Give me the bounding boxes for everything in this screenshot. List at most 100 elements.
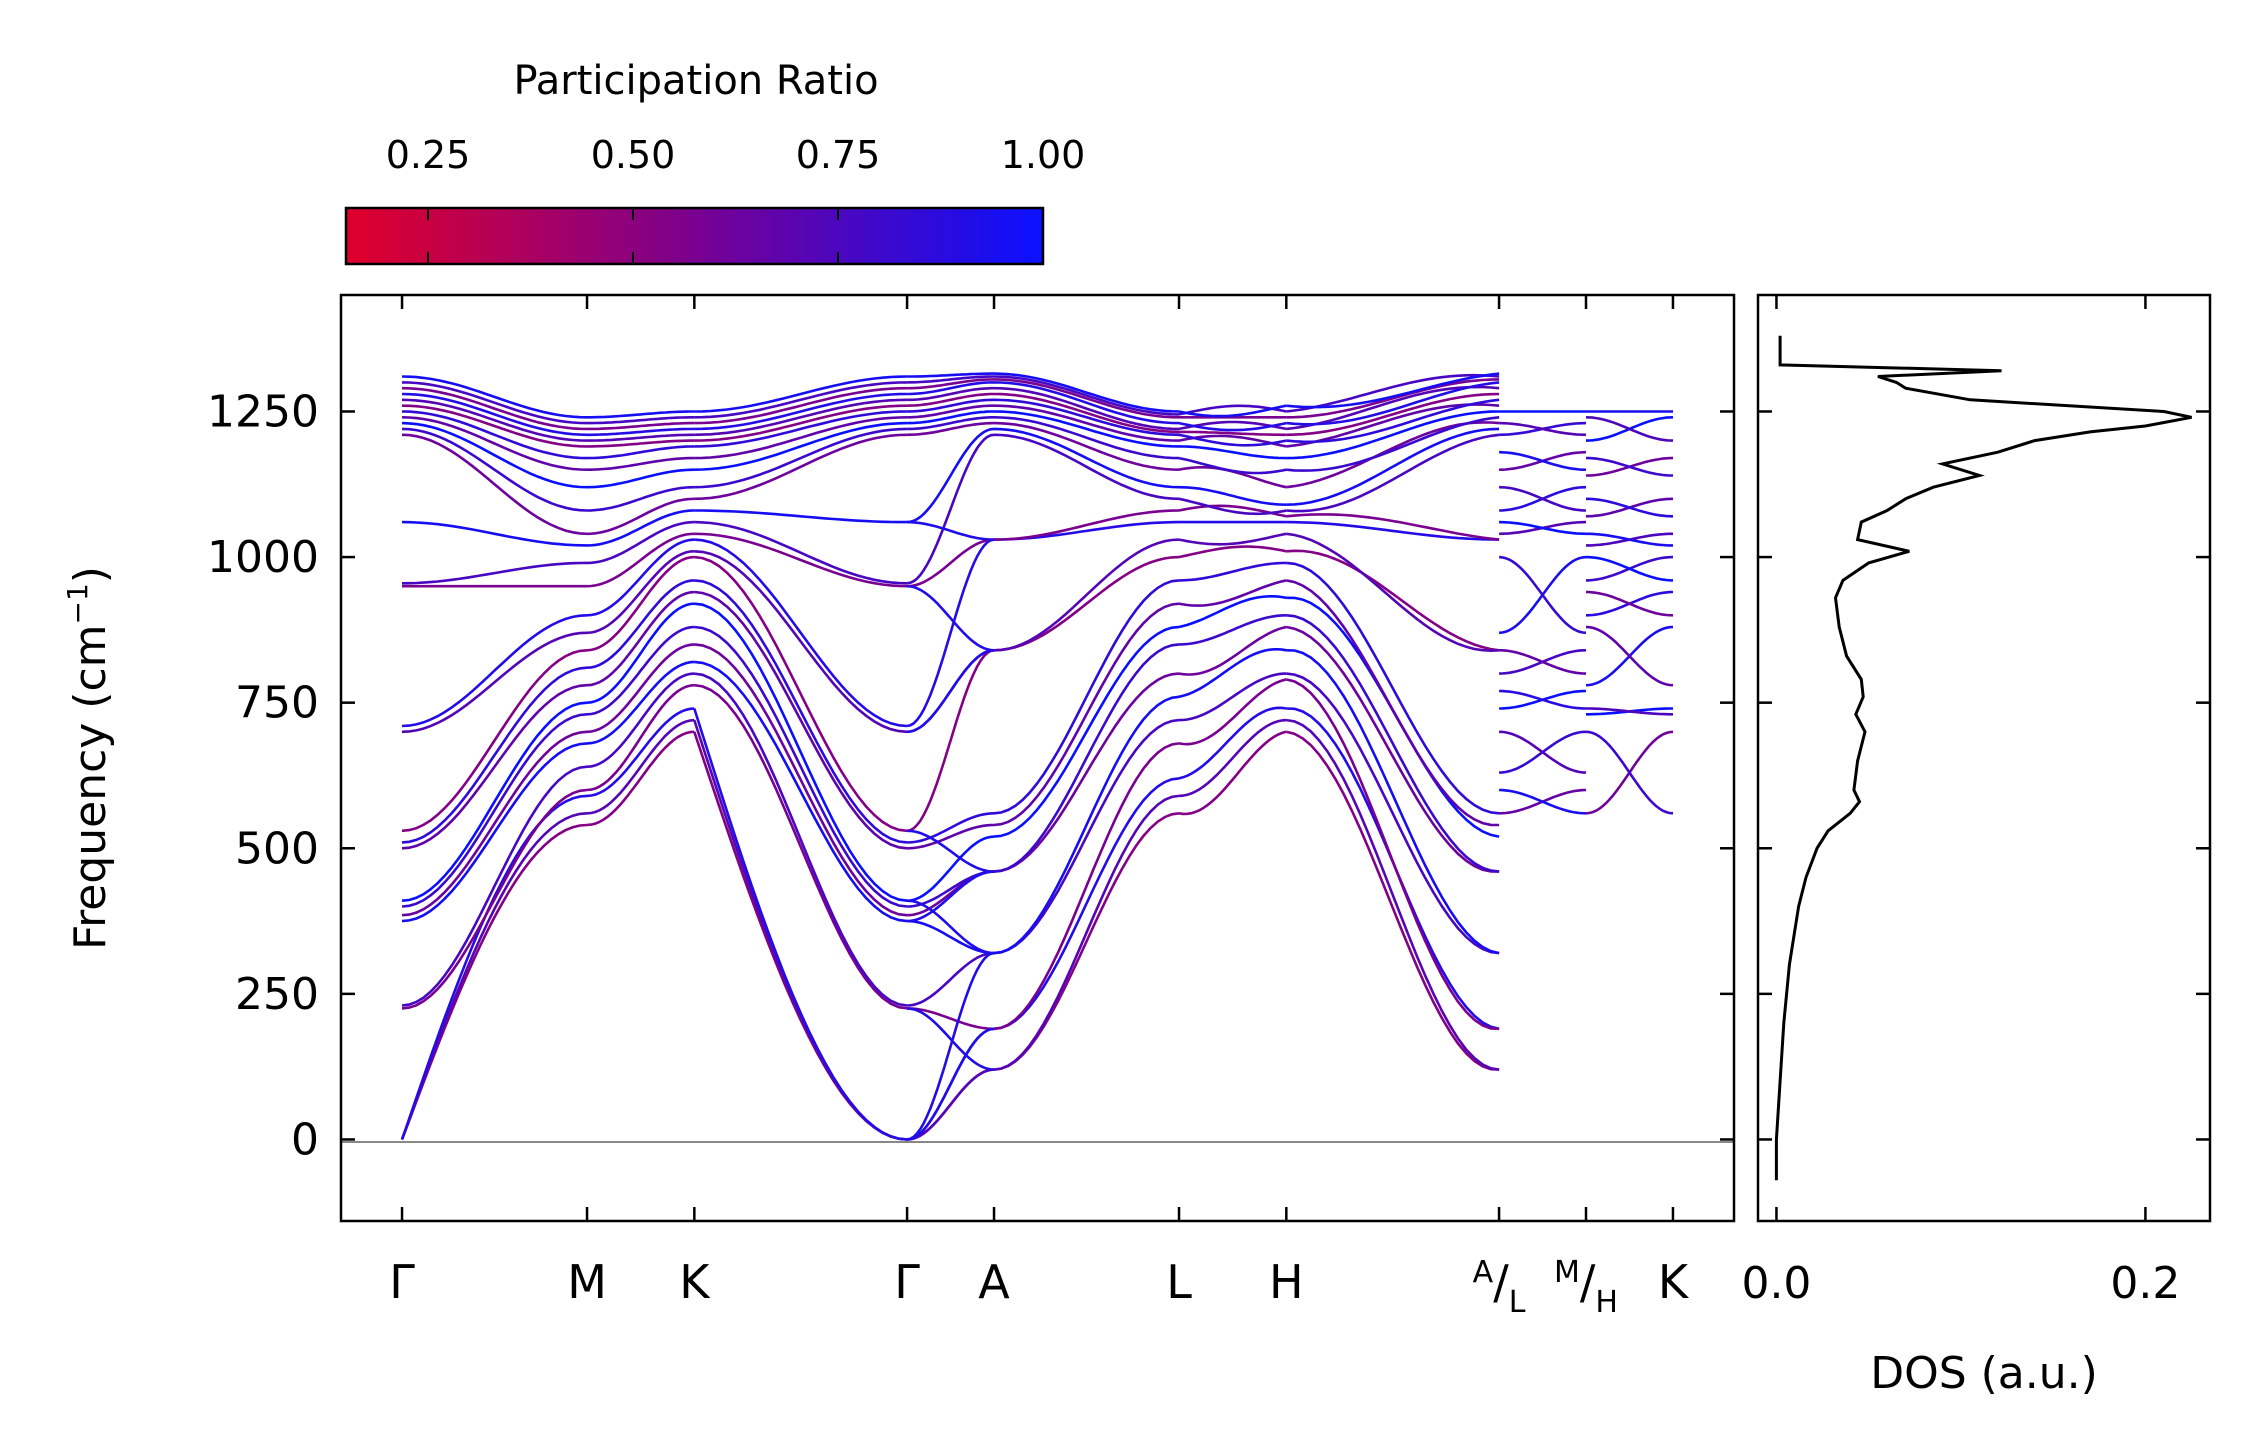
band-segment — [1499, 730, 1587, 774]
band-segment — [1178, 485, 1287, 506]
band-segment — [694, 392, 908, 431]
band-segment — [906, 433, 995, 585]
band-segment — [1178, 706, 1287, 780]
band-segment — [1286, 398, 1500, 444]
band-segment — [906, 649, 995, 734]
band-segment — [993, 433, 1180, 501]
band-segment — [1178, 678, 1287, 746]
band-segment — [401, 561, 588, 585]
band-segment — [694, 602, 908, 902]
band-segment — [1286, 410, 1500, 460]
band-segment — [907, 835, 995, 902]
band-segment — [1586, 456, 1673, 477]
band-axis-ticks — [341, 295, 1734, 1221]
band-segment — [993, 404, 1180, 442]
band-segment — [1179, 430, 1287, 437]
band-segment — [401, 416, 588, 471]
band-segment — [694, 672, 908, 1007]
band-segment — [1178, 625, 1287, 676]
band-segment — [1586, 707, 1673, 716]
y-tick-label: 750 — [235, 678, 319, 729]
band-segment — [694, 660, 908, 923]
x-tick-label: H — [1269, 1255, 1304, 1309]
band-segment — [1498, 555, 1587, 635]
band-segment — [586, 555, 695, 652]
band-segment — [586, 683, 695, 792]
band-segment — [1286, 372, 1500, 409]
x-tick-label-composite: A/L — [1473, 1255, 1526, 1320]
band-segment — [401, 631, 588, 734]
band-segment — [906, 951, 995, 1141]
band-segment — [694, 433, 908, 501]
band-segment — [1499, 520, 1587, 536]
band-segment — [587, 410, 695, 419]
colorbar-gradient — [344, 206, 1045, 266]
band-segment — [907, 829, 995, 873]
band-segment — [993, 509, 1180, 541]
band-segment — [993, 742, 1180, 1031]
band-segment — [906, 1007, 995, 1071]
band-segment — [1178, 456, 1287, 475]
band-segment — [587, 416, 695, 425]
band-segment — [1286, 614, 1500, 873]
band-segment — [694, 416, 908, 460]
band-segment — [993, 643, 1180, 873]
band-segment — [907, 538, 995, 588]
band-segment — [1286, 718, 1500, 1071]
band-segment — [586, 643, 695, 734]
colorbar: Participation Ratio 0.25 0.50 0.75 1.00 — [344, 58, 1085, 266]
dos-axis-ticks — [1758, 295, 2210, 1221]
band-segment — [1286, 513, 1500, 541]
band-segment — [586, 660, 695, 745]
band-segment — [401, 433, 588, 536]
band-plot-frame — [339, 293, 1736, 1223]
band-segment — [694, 410, 908, 448]
band-segment — [586, 625, 695, 716]
band-segment — [1286, 561, 1500, 815]
band-segment — [907, 381, 994, 396]
band-segment — [906, 1027, 995, 1141]
x-tick-label: Γ — [894, 1255, 920, 1309]
band-segment — [1286, 672, 1500, 955]
band-segment — [401, 788, 588, 1010]
band-segment — [993, 398, 1180, 437]
band-segment — [587, 456, 695, 471]
band-segment — [1499, 450, 1586, 471]
band-segment — [400, 823, 588, 1140]
band-segment — [401, 666, 588, 844]
band-segment — [907, 375, 995, 384]
band-segment — [906, 538, 995, 728]
band-segment — [907, 398, 995, 413]
band-segment — [694, 625, 908, 908]
band-segment — [694, 579, 908, 844]
band-segment — [694, 532, 908, 588]
band-segment — [1178, 579, 1287, 607]
band-segment — [1178, 445, 1287, 460]
y-axis-label-sup: −1 — [61, 583, 94, 624]
band-segment — [993, 555, 1180, 652]
band-segment — [401, 421, 588, 489]
band-segment — [1586, 532, 1673, 547]
band-x-tick-labels: Γ M K Γ A L H K A/L M/H — [389, 1255, 1690, 1320]
band-segment — [400, 794, 588, 1140]
band-structure-panel: 0 250 500 750 1000 1250 Γ M K Γ A L H K A/L M/H Freque… — [61, 293, 1736, 1320]
band-segment — [586, 718, 695, 815]
band-segment — [907, 870, 995, 923]
band-segment — [1178, 421, 1287, 432]
band-segment — [1178, 561, 1287, 582]
band-segment — [1286, 532, 1500, 653]
band-segment — [401, 683, 588, 850]
band-y-tick-labels: 0 250 500 750 1000 1250 — [207, 386, 319, 1165]
band-segment — [993, 386, 1180, 431]
colorbar-ticks: 0.25 0.50 0.75 1.00 — [386, 133, 1085, 264]
band-segment — [993, 718, 1180, 955]
band-segment — [694, 520, 908, 585]
band-segment — [1285, 730, 1500, 1071]
y-tick-label: 0 — [291, 1114, 319, 1165]
band-segment — [586, 538, 695, 617]
band-segment — [401, 375, 588, 419]
band-segment — [401, 386, 588, 431]
band-segment — [907, 520, 995, 541]
band-segment — [1178, 648, 1287, 699]
